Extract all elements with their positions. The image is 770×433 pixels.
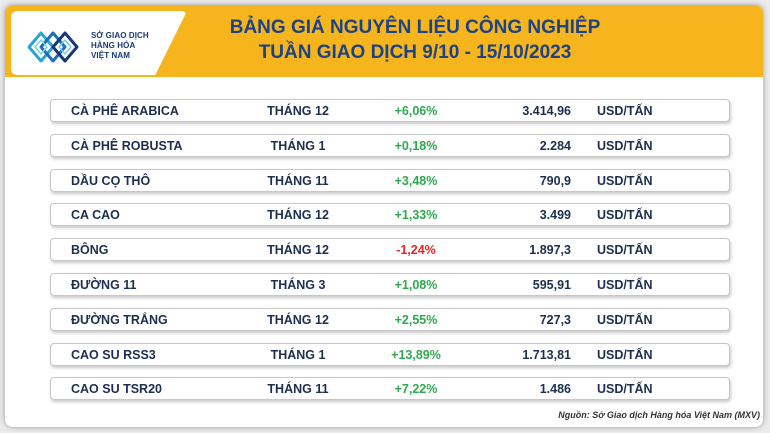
contract-month: THÁNG 3	[270, 277, 326, 292]
commodity-name: CÀ PHÊ ROBUSTA	[71, 138, 183, 153]
logo-line: VIỆT NAM	[91, 51, 131, 60]
closing-price: 595,91	[532, 277, 571, 292]
commodity-name: BÔNG	[71, 243, 109, 258]
closing-price: 727,3	[539, 312, 571, 327]
price-unit: USD/TẤN	[597, 347, 653, 362]
table-row: BÔNG THÁNG 12 -1,24% 1.897,3 USD/TẤN	[50, 238, 730, 262]
price-unit: USD/TẤN	[597, 277, 653, 292]
contract-month: THÁNG 12	[267, 208, 329, 223]
price-unit: USD/TẤN	[597, 104, 653, 118]
contract-month: THÁNG 12	[267, 104, 329, 118]
price-change: +1,33%	[394, 208, 438, 223]
price-unit: USD/TẤN	[597, 208, 653, 223]
source-note: Nguồn: Sở Giao dịch Hàng hóa Việt Nam (M…	[558, 410, 760, 420]
title-line-1: BẢNG GIÁ NGUYÊN LIỆU CÔNG NGHIỆP	[229, 17, 601, 38]
commodity-name: ĐƯỜNG TRẮNG	[71, 312, 168, 327]
table-row: CAO SU RSS3 THÁNG 1 +13,89% 1.713,81 USD…	[50, 342, 730, 366]
page-title: BẢNG GIÁ NGUYÊN LIỆU CÔNG NGHIỆP TUẦN GI…	[205, 15, 625, 65]
table-row: CA CAO THÁNG 12 +1,33% 3.499 USD/TẤN	[50, 203, 730, 227]
price-board-panel: SỞ GIAO DỊCH HÀNG HÓA VIỆT NAM BẢNG GIÁ …	[5, 5, 763, 427]
price-unit: USD/TẤN	[597, 138, 653, 153]
contract-month: THÁNG 1	[270, 138, 326, 153]
table-row: DẦU CỌ THÔ THÁNG 11 +3,48% 790,9 USD/TẤN	[50, 168, 730, 192]
price-change: +2,55%	[394, 312, 438, 327]
contract-month: THÁNG 11	[267, 173, 329, 188]
logo-line: SỞ GIAO DỊCH	[91, 31, 149, 40]
table-row: ĐƯỜNG 11 THÁNG 3 +1,08% 595,91 USD/TẤN	[50, 272, 730, 296]
closing-price: 1.897,3	[529, 243, 571, 258]
closing-price: 3.414,96	[522, 104, 571, 118]
mxv-logo-icon	[27, 31, 79, 63]
logo-box: SỞ GIAO DỊCH HÀNG HÓA VIỆT NAM	[11, 11, 187, 75]
price-change: +1,08%	[394, 277, 438, 292]
contract-month: THÁNG 11	[267, 382, 329, 397]
price-unit: USD/TẤN	[597, 243, 653, 258]
price-change: +13,89%	[391, 347, 441, 362]
commodity-name: ĐƯỜNG 11	[71, 277, 137, 292]
commodity-name: DẦU CỌ THÔ	[71, 173, 151, 188]
commodity-name: CÀ PHÊ ARABICA	[71, 104, 179, 118]
table-row: CÀ PHÊ ARABICA THÁNG 12 +6,06% 3.414,96 …	[50, 99, 730, 122]
price-table: CÀ PHÊ ARABICA THÁNG 12 +6,06% 3.414,96 …	[50, 99, 730, 412]
commodity-name: CAO SU RSS3	[71, 347, 156, 362]
logo-line: HÀNG HÓA	[91, 41, 136, 50]
commodity-name: CA CAO	[71, 208, 120, 223]
contract-month: THÁNG 12	[267, 243, 329, 258]
price-change: +6,06%	[394, 104, 438, 118]
table-row: CÀ PHÊ ROBUSTA THÁNG 1 +0,18% 2.284 USD/…	[50, 133, 730, 157]
title-line-2: TUẦN GIAO DỊCH 9/10 - 15/10/2023	[258, 42, 572, 63]
price-unit: USD/TẤN	[597, 382, 653, 397]
price-change: +7,22%	[394, 382, 438, 397]
closing-price: 2.284	[539, 138, 571, 153]
price-change: -1,24%	[396, 243, 436, 258]
header-band: SỞ GIAO DỊCH HÀNG HÓA VIỆT NAM BẢNG GIÁ …	[5, 5, 763, 77]
closing-price: 1.713,81	[522, 347, 571, 362]
price-change: +3,48%	[394, 173, 438, 188]
commodity-name: CAO SU TSR20	[71, 382, 162, 397]
contract-month: THÁNG 12	[267, 312, 329, 327]
price-unit: USD/TẤN	[597, 173, 653, 188]
table-row: CAO SU TSR20 THÁNG 11 +7,22% 1.486 USD/T…	[50, 377, 730, 401]
closing-price: 1.486	[539, 382, 571, 397]
contract-month: THÁNG 1	[270, 347, 326, 362]
closing-price: 790,9	[539, 173, 571, 188]
closing-price: 3.499	[539, 208, 571, 223]
table-row: ĐƯỜNG TRẮNG THÁNG 12 +2,55% 727,3 USD/TẤ…	[50, 307, 730, 331]
logo-text: SỞ GIAO DỊCH HÀNG HÓA VIỆT NAM	[91, 31, 149, 61]
price-change: +0,18%	[394, 138, 438, 153]
price-unit: USD/TẤN	[597, 312, 653, 327]
